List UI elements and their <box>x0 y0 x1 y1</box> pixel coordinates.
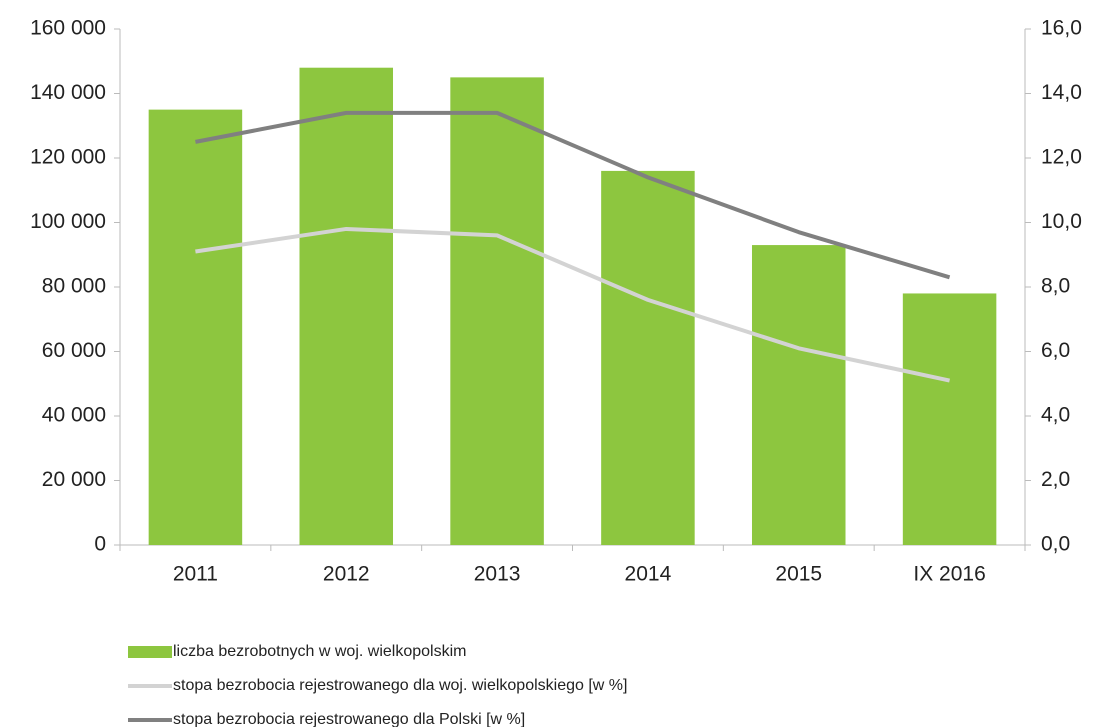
bar <box>148 109 243 545</box>
x-tick-label: 2013 <box>474 563 521 586</box>
y2-tick-label: 6,0 <box>1041 339 1070 362</box>
y-tick-label: 120 000 <box>30 146 106 169</box>
x-tick-label: 2011 <box>173 563 218 586</box>
x-tick-label: 2015 <box>775 563 822 586</box>
line <box>195 226 951 383</box>
y-tick-label: 100 000 <box>30 210 106 233</box>
bar <box>601 170 695 545</box>
y-tick-label: 80 000 <box>42 275 106 298</box>
x-tick-label: IX 2016 <box>913 563 985 586</box>
y-tick-label: 160 000 <box>30 17 106 40</box>
y-tick-label: 60 000 <box>42 339 106 362</box>
y2-tick-label: 8,0 <box>1041 275 1070 298</box>
bar <box>751 245 846 545</box>
y-tick-label: 40 000 <box>42 404 106 427</box>
legend-label: stopa bezrobocia rejestrowanego dla Pols… <box>173 711 525 727</box>
x-tick-label: 2012 <box>323 563 370 586</box>
y2-tick-label: 4,0 <box>1041 404 1070 427</box>
bar <box>450 77 544 545</box>
y2-tick-label: 16,0 <box>1041 17 1082 40</box>
y-tick-label: 0 <box>94 533 106 556</box>
y2-tick-label: 14,0 <box>1041 81 1082 104</box>
y2-tick-label: 10,0 <box>1041 210 1082 233</box>
legend-swatch <box>128 646 172 658</box>
legend-label: liczba bezrobotnych w woj. wielkopolskim <box>173 643 466 660</box>
y2-tick-label: 2,0 <box>1041 468 1070 491</box>
line <box>195 110 951 280</box>
y-tick-label: 20 000 <box>42 468 106 491</box>
y2-tick-label: 0,0 <box>1041 533 1070 556</box>
x-tick-label: 2014 <box>625 563 672 586</box>
bar <box>902 293 997 545</box>
legend-label: stopa bezrobocia rejestrowanego dla woj.… <box>173 677 627 694</box>
bar <box>299 67 394 545</box>
y-tick-label: 140 000 <box>30 81 106 104</box>
y2-tick-label: 12,0 <box>1041 146 1082 169</box>
